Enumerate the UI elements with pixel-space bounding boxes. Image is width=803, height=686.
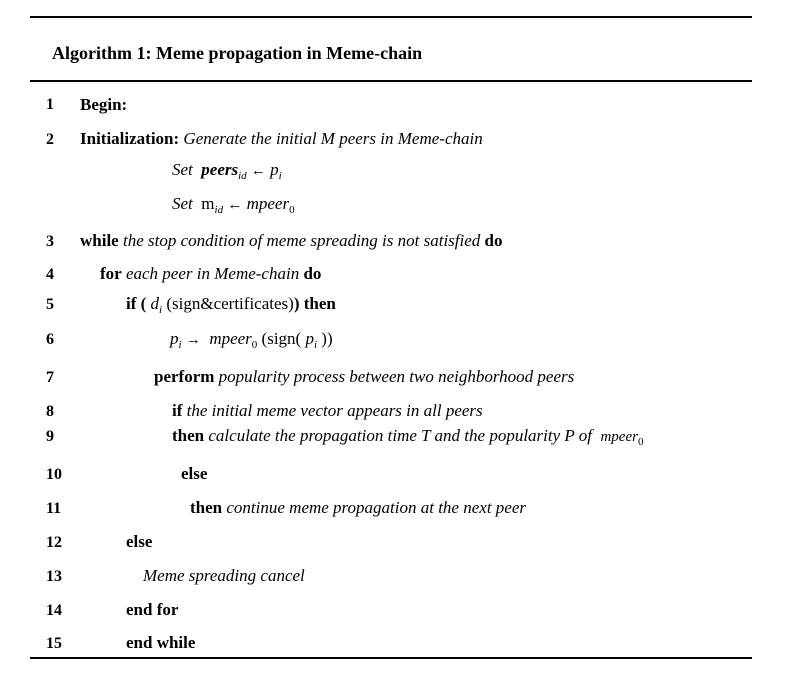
subscript: 0 — [289, 204, 295, 216]
line-number: 3 — [46, 233, 54, 250]
statement-text: (sign( — [261, 329, 302, 348]
keyword: end while — [126, 633, 196, 652]
subscript: i — [278, 170, 282, 182]
keyword: do — [484, 231, 503, 250]
statement-text: the stop condition of meme spreading is … — [122, 231, 481, 250]
keyword: ) then — [293, 294, 336, 313]
algorithm-title: Algorithm 1: Meme propagation in Meme-ch… — [52, 43, 423, 63]
statement-text: each peer in Meme-chain — [125, 264, 300, 283]
keyword: Initialization: — [80, 129, 180, 148]
code-line-8: if the initial meme vector appears in al… — [172, 401, 483, 421]
statement-text: the initial meme vector appears in all p… — [186, 401, 483, 420]
code-line-11: then continue meme propagation at the ne… — [190, 498, 526, 518]
line-number: 15 — [46, 635, 62, 652]
subscript: id — [238, 170, 247, 182]
statement-text: Meme spreading cancel — [143, 566, 305, 585]
line-number: 5 — [46, 296, 54, 313]
keyword: if ( — [126, 294, 147, 313]
set-label: Set — [172, 194, 193, 213]
bottom-rule — [30, 657, 752, 659]
code-line-10: else — [181, 464, 207, 484]
variable: p — [305, 329, 314, 348]
code-line-5: if ( di (sign&certificates)) then — [126, 294, 336, 316]
statement-text: )) — [321, 329, 333, 348]
keyword: else — [126, 532, 153, 551]
line-number: 12 — [46, 534, 62, 551]
keyword: perform — [154, 367, 215, 386]
variable: mpeer — [209, 329, 252, 348]
subscript: id — [214, 204, 224, 216]
keyword: do — [303, 264, 322, 283]
code-line-15: end while — [126, 633, 195, 653]
line-number: 7 — [46, 369, 54, 386]
subscript: i — [178, 339, 182, 351]
code-line-2: Initialization: Generate the initial M p… — [80, 129, 483, 149]
statement-text: popularity process between two neighborh… — [218, 367, 575, 386]
top-rule — [30, 16, 752, 18]
keyword: end for — [126, 600, 179, 619]
variable: peers — [201, 160, 239, 179]
statement-text: (sign&certificates) — [166, 294, 294, 313]
code-line-7: perform popularity process between two n… — [154, 367, 574, 387]
subscript: i — [159, 304, 163, 316]
header-rule — [30, 80, 752, 82]
line-number: 10 — [46, 466, 62, 483]
statement-text: Generate the initial M peers in Meme-cha… — [183, 129, 483, 148]
statement-text: calculate the propagation time T and the… — [208, 426, 592, 445]
keyword: Begin: — [80, 95, 128, 114]
subscript: 0 — [637, 436, 644, 448]
line-number: 11 — [46, 500, 62, 517]
keyword: else — [181, 464, 208, 483]
variable: mpeer — [600, 429, 638, 445]
line-number: 14 — [46, 602, 62, 619]
set-line-meme: Set mid ← mpeer0 — [172, 194, 295, 216]
code-line-14: end for — [126, 600, 178, 620]
variable: p — [170, 329, 179, 348]
left-arrow-icon: ← — [250, 163, 266, 179]
right-arrow-icon: → — [185, 332, 201, 348]
variable: p — [270, 160, 279, 179]
subscript: i — [313, 339, 318, 351]
keyword: for — [100, 264, 122, 283]
code-line-9: then calculate the propagation time T an… — [172, 426, 643, 448]
code-line-12: else — [126, 532, 152, 552]
keyword: then — [172, 426, 205, 445]
line-number: 4 — [46, 266, 54, 283]
line-number: 1 — [46, 96, 54, 113]
left-arrow-icon: ← — [227, 197, 243, 213]
variable: d — [150, 294, 160, 313]
statement-text: continue meme propagation at the next pe… — [226, 498, 526, 517]
line-number: 2 — [46, 131, 54, 148]
keyword: then — [190, 498, 223, 517]
code-line-13: Meme spreading cancel — [143, 566, 305, 586]
keyword: if — [172, 401, 183, 420]
code-line-4: for each peer in Meme-chain do — [100, 264, 321, 284]
subscript: 0 — [251, 339, 258, 351]
set-label: Set — [172, 160, 193, 179]
set-line-peers: Set peersid ← pi — [172, 160, 282, 182]
line-number: 6 — [46, 331, 54, 348]
code-line-6: pi → mpeer0 (sign( pi )) — [170, 329, 333, 351]
variable: mpeer — [246, 194, 290, 213]
line-number: 8 — [46, 403, 54, 420]
line-number: 9 — [46, 428, 54, 445]
line-number: 13 — [46, 568, 62, 585]
variable: m — [201, 194, 215, 213]
code-line-1: Begin: — [80, 95, 127, 115]
keyword: while — [80, 231, 119, 250]
code-line-3: while the stop condition of meme spreadi… — [80, 231, 503, 251]
